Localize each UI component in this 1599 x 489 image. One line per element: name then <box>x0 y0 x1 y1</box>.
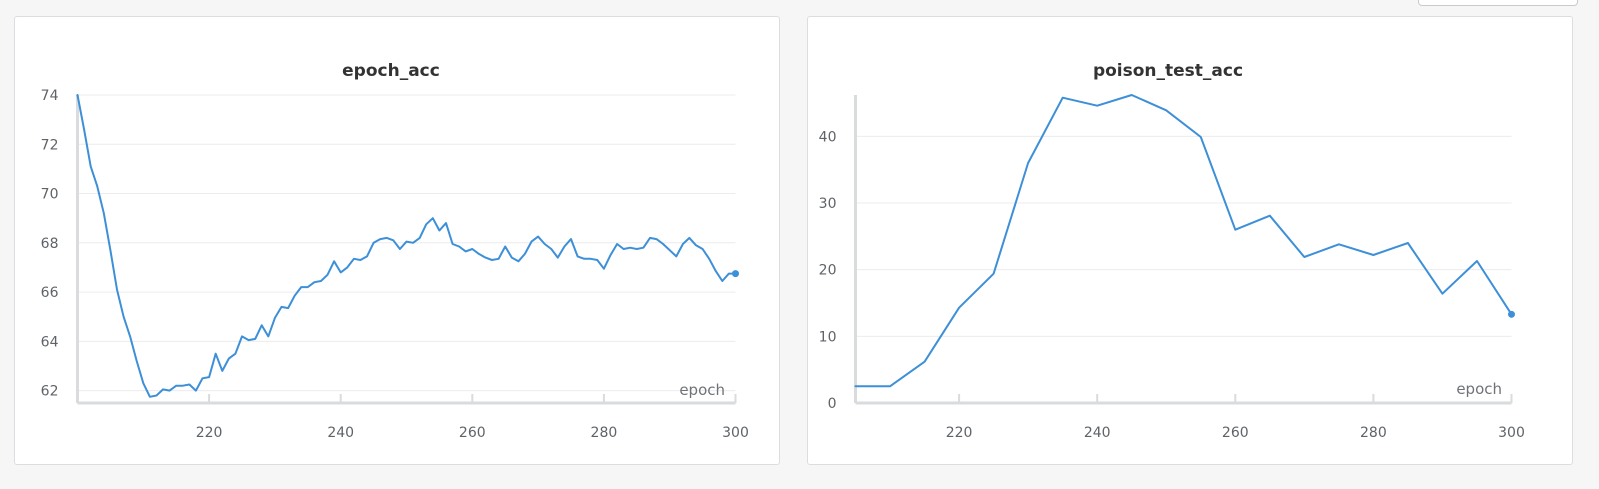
series-line <box>854 94 1513 388</box>
x-tick-label: 260 <box>1222 425 1249 441</box>
y-tick-label: 62 <box>41 384 59 400</box>
y-tick-label: 68 <box>41 236 59 252</box>
y-tick-label: 10 <box>819 329 837 345</box>
x-axis-label: epoch <box>679 381 725 399</box>
top-right-button[interactable] <box>1418 0 1578 6</box>
x-tick-label: 220 <box>946 425 973 441</box>
y-tick-label: 74 <box>41 88 59 104</box>
x-tick-label: 300 <box>722 425 749 441</box>
y-tick-label: 20 <box>819 263 837 279</box>
chart-epoch-acc: 62 64 66 68 70 72 74 220 240 260 280 300 epoch_accep… <box>41 61 749 441</box>
chart-title: poison_test_acc <box>1093 61 1243 81</box>
chart-title: epoch_acc <box>342 61 440 81</box>
y-tick-label: 30 <box>819 196 837 212</box>
x-tick-label: 240 <box>1084 425 1111 441</box>
x-tick-label: 280 <box>1360 425 1387 441</box>
x-axis-label: epoch <box>1456 380 1502 398</box>
y-tick-label: 40 <box>819 129 837 145</box>
x-tick-label: 240 <box>327 425 354 441</box>
chart-poison-test-acc: 0 10 20 30 40 220 240 260 280 300 poison_test_acce… <box>819 61 1525 441</box>
x-tick-label: 300 <box>1498 425 1525 441</box>
last-point-marker <box>1508 310 1515 318</box>
series-line <box>76 94 737 398</box>
x-tick-label: 260 <box>459 425 486 441</box>
x-tick-label: 280 <box>591 425 618 441</box>
y-tick-label: 72 <box>41 137 59 153</box>
x-tick-label: 220 <box>196 425 223 441</box>
y-tick-label: 64 <box>41 334 59 350</box>
y-tick-label: 0 <box>828 396 837 412</box>
y-tick-label: 70 <box>41 187 59 203</box>
last-point-marker <box>732 270 739 278</box>
y-tick-label: 66 <box>41 285 59 301</box>
